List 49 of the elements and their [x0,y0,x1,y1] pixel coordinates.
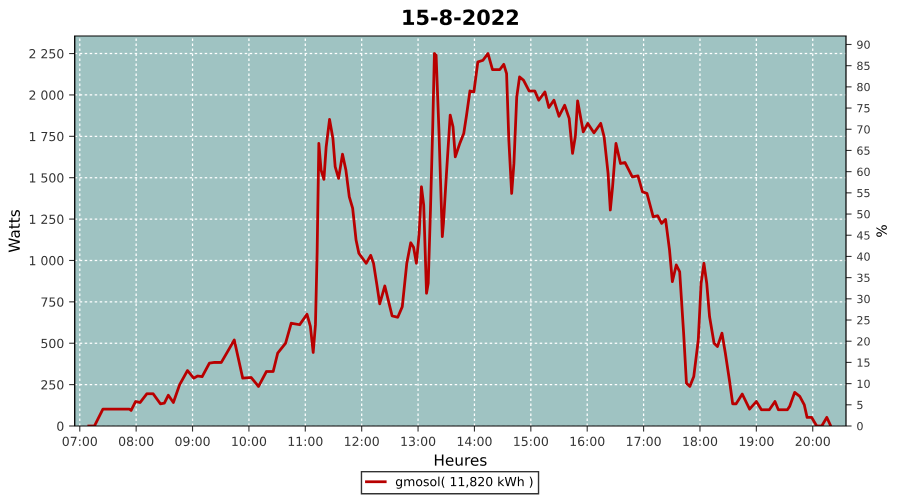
y-tick-label: 2 000 [29,90,64,100]
y2-tick-label: 20 [857,337,870,346]
y-tick-label: 2 250 [29,49,64,58]
y-tick-label: 250 [41,380,64,390]
y2-axis-title: % [876,225,887,237]
y2-tick-label: 65 [857,146,870,155]
x-tick-label: 12:00 [345,436,379,446]
x-tick-label: 10:00 [232,436,266,446]
x-tick-label: 14:00 [458,436,492,446]
y-tick-label: 1 000 [30,256,64,266]
x-axis-title: Heures [434,454,487,466]
y2-tick-label: 90 [857,40,870,49]
x-tick-label: 15:00 [514,436,548,446]
y2-tick-label: 10 [858,380,870,388]
y-tick-label: 0 [57,421,64,431]
y2-tick-label: 40 [856,252,870,261]
y2-tick-label: 25 [857,316,870,324]
x-tick-label: 19:00 [740,436,774,446]
y2-tick-label: 30 [857,294,870,304]
y2-tick-label: 75 [857,104,870,112]
y-tick-label: 1 500 [30,173,64,183]
x-tick-label: 09:00 [175,436,210,446]
y-tick-label: 1 750 [30,132,64,142]
y2-tick-label: 35 [857,274,870,282]
y2-tick-label: 5 [857,400,863,410]
x-tick-label: 11:00 [288,436,322,446]
y2-tick-label: 60 [857,168,870,176]
y-tick-label: 1 250 [30,214,64,224]
x-tick-label: 20:00 [796,436,830,446]
x-tick-label: 17:00 [626,436,661,446]
y-tick-label: 500 [41,338,64,348]
y-tick-label: 750 [41,297,64,307]
y-axis-title: Watts [8,210,20,252]
chart-title: 15-8-2022 [403,9,518,26]
y2-tick-label: 50 [857,210,870,218]
y2-tick-label: 80 [857,82,870,92]
x-tick-label: 18:00 [683,436,718,446]
x-tick-label: 07:00 [62,436,97,446]
y2-tick-label: 85 [857,62,870,70]
line-series [87,52,832,426]
y2-tick-label: 0 [857,422,863,430]
x-tick-label: 16:00 [570,436,604,446]
y2-tick-label: 55 [857,188,870,198]
legend-label: gmosol( 11,820 kWh ) [396,476,532,489]
x-tick-label: 13:00 [401,436,436,446]
y2-tick-label: 70 [857,125,870,134]
y2-tick-label: 45 [856,231,870,240]
x-tick-label: 08:00 [118,436,154,446]
y2-tick-label: 15 [858,358,870,367]
